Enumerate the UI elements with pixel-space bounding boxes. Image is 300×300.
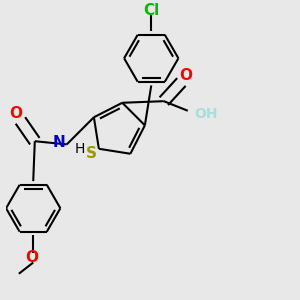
Text: OH: OH — [194, 107, 218, 121]
Text: O: O — [9, 106, 22, 121]
Text: O: O — [25, 250, 38, 265]
Text: O: O — [180, 68, 193, 83]
Text: N: N — [52, 135, 65, 150]
Text: H: H — [75, 142, 85, 156]
Text: Cl: Cl — [143, 3, 159, 18]
Text: S: S — [85, 146, 96, 161]
